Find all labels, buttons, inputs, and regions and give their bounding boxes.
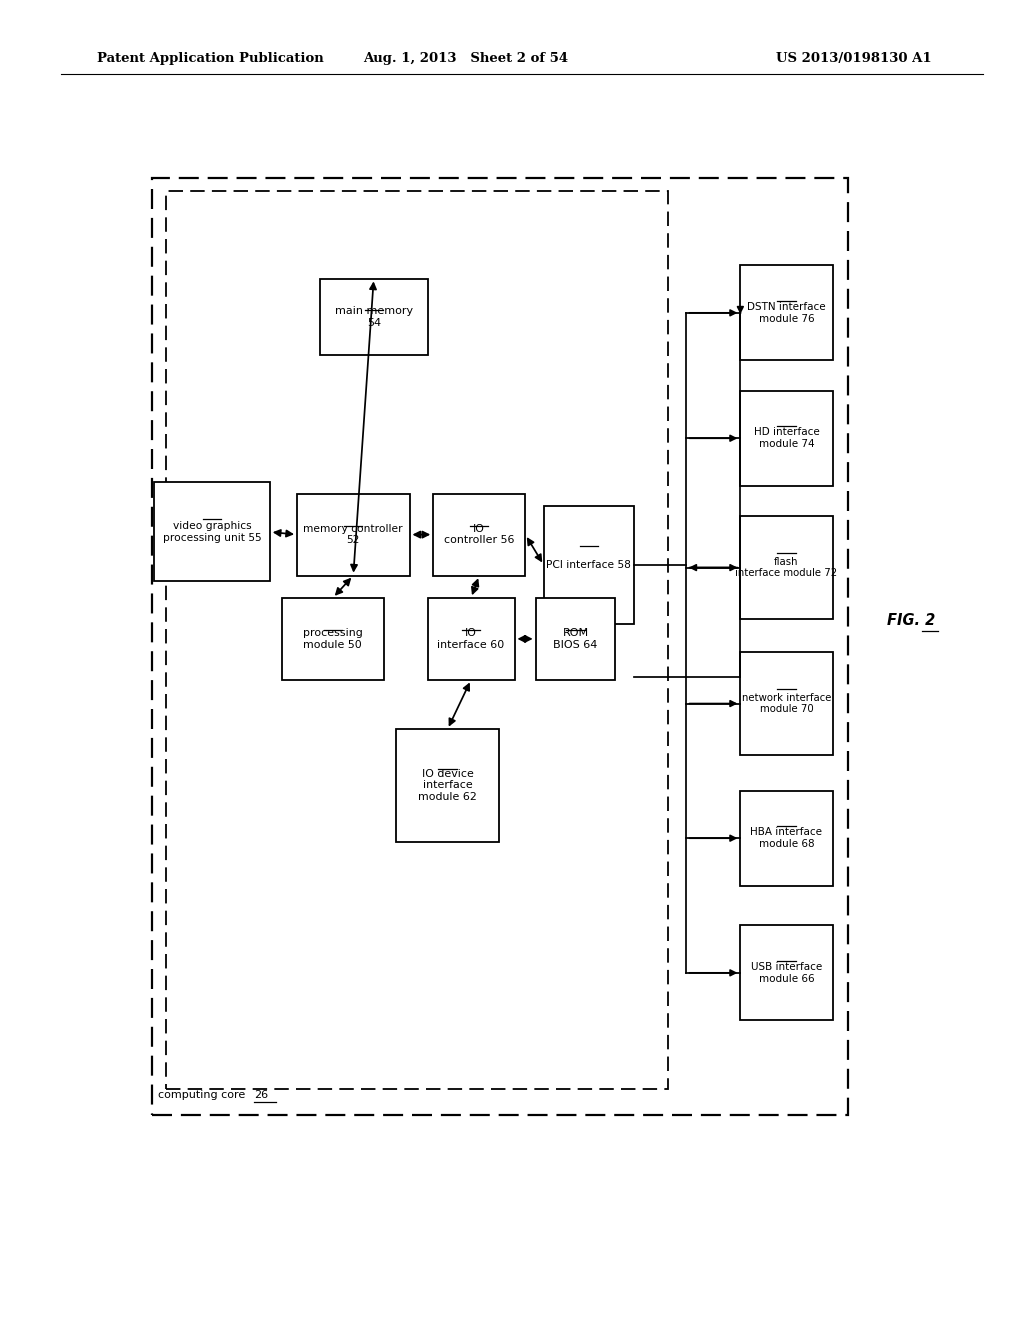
Text: flash
interface module 72: flash interface module 72: [735, 557, 838, 578]
Text: ROM
BIOS 64: ROM BIOS 64: [553, 628, 598, 649]
FancyBboxPatch shape: [740, 516, 833, 619]
FancyBboxPatch shape: [297, 494, 410, 576]
Text: computing core: computing core: [158, 1089, 249, 1100]
Text: video graphics
processing unit 55: video graphics processing unit 55: [163, 521, 261, 543]
Text: FIG. 2: FIG. 2: [887, 612, 936, 628]
FancyBboxPatch shape: [740, 391, 833, 486]
FancyBboxPatch shape: [428, 598, 515, 680]
FancyBboxPatch shape: [319, 279, 428, 355]
Text: HBA interface
module 68: HBA interface module 68: [751, 828, 822, 849]
Text: Patent Application Publication: Patent Application Publication: [97, 51, 324, 65]
Text: processing
module 50: processing module 50: [303, 628, 362, 649]
FancyBboxPatch shape: [740, 652, 833, 755]
Text: IO
interface 60: IO interface 60: [437, 628, 505, 649]
Text: IO device
interface
module 62: IO device interface module 62: [418, 768, 477, 803]
Text: Aug. 1, 2013   Sheet 2 of 54: Aug. 1, 2013 Sheet 2 of 54: [364, 51, 568, 65]
FancyBboxPatch shape: [396, 729, 499, 842]
FancyBboxPatch shape: [740, 925, 833, 1020]
Text: network interface
module 70: network interface module 70: [741, 693, 831, 714]
Text: US 2013/0198130 A1: US 2013/0198130 A1: [776, 51, 932, 65]
FancyBboxPatch shape: [544, 506, 634, 624]
Text: USB interface
module 66: USB interface module 66: [751, 962, 822, 983]
Text: HD interface
module 74: HD interface module 74: [754, 428, 819, 449]
FancyBboxPatch shape: [433, 494, 525, 576]
Text: main memory
54: main memory 54: [335, 306, 413, 327]
Text: PCI interface 58: PCI interface 58: [547, 560, 631, 570]
FancyBboxPatch shape: [282, 598, 384, 680]
Text: memory controller
52: memory controller 52: [303, 524, 403, 545]
Text: 26: 26: [254, 1089, 268, 1100]
Text: IO
controller 56: IO controller 56: [444, 524, 514, 545]
FancyBboxPatch shape: [154, 483, 270, 581]
FancyBboxPatch shape: [740, 791, 833, 886]
Text: DSTN interface
module 76: DSTN interface module 76: [748, 302, 825, 323]
FancyBboxPatch shape: [740, 265, 833, 360]
FancyBboxPatch shape: [536, 598, 615, 680]
